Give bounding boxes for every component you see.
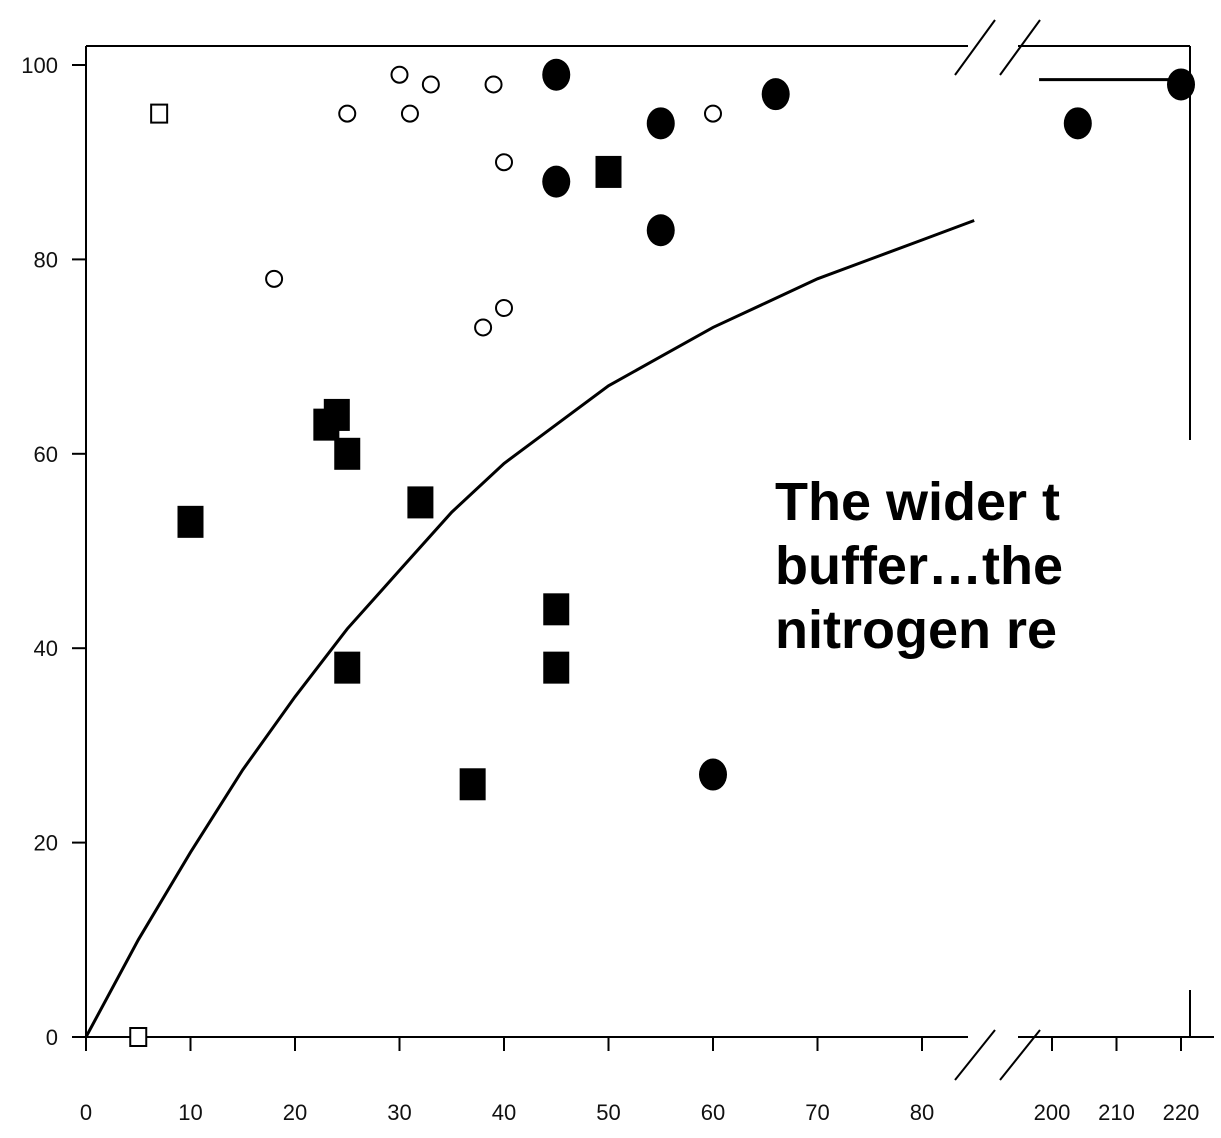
filled-square-point xyxy=(177,505,204,538)
x-tick-label: 70 xyxy=(805,1100,829,1125)
filled-square-point xyxy=(407,486,434,519)
y-tick-label: 80 xyxy=(34,247,58,272)
x-tick-label: 20 xyxy=(283,1100,307,1125)
fit-curve-segment1 xyxy=(84,219,975,1038)
filled-square-point xyxy=(543,593,570,626)
x-tick-label: 60 xyxy=(701,1100,725,1125)
filled-square-point xyxy=(323,398,350,431)
fit-curve xyxy=(84,78,1181,1038)
tick-labels: 0 20 40 60 80 100 0 10 20 30 40 50 60 70 80 200 210 220 xyxy=(21,53,1199,1125)
open-circle-point xyxy=(474,318,493,337)
filled-square-point xyxy=(334,651,361,684)
axis-break-slash xyxy=(954,1029,996,1081)
filled-square-point xyxy=(543,651,570,684)
axis-break-slash xyxy=(954,19,996,76)
open-circle-point xyxy=(421,75,440,94)
filled-square-point xyxy=(595,155,622,188)
filled-circle-point xyxy=(761,78,790,111)
x-tick-label: 200 xyxy=(1034,1100,1071,1125)
x-tick-label: 50 xyxy=(596,1100,620,1125)
y-tick-label: 40 xyxy=(34,636,58,661)
callout-text: The wider t buffer…the nitrogen re xyxy=(775,470,1063,662)
open-square-point xyxy=(150,103,169,124)
filled-circle-point xyxy=(542,58,571,91)
filled-circle-point xyxy=(646,214,675,247)
y-tick-label: 100 xyxy=(21,53,58,78)
axis-break-slash xyxy=(999,1029,1041,1081)
x-tick-label: 10 xyxy=(178,1100,202,1125)
filled-square-point xyxy=(459,768,486,801)
open-circle-point xyxy=(265,269,284,288)
axis-break-slash xyxy=(999,19,1041,76)
chart-axes xyxy=(72,19,1214,1081)
open-circle-point xyxy=(390,65,409,84)
data-points xyxy=(129,58,1195,1047)
open-circle-point xyxy=(495,299,513,317)
x-tick-label: 220 xyxy=(1163,1100,1200,1125)
y-tick-label: 20 xyxy=(34,831,58,856)
callout-line-1: The wider t xyxy=(775,472,1061,532)
filled-circle-point xyxy=(1063,107,1092,140)
x-tick-label: 30 xyxy=(387,1100,411,1125)
x-tick-label: 80 xyxy=(910,1100,934,1125)
filled-circle-point xyxy=(542,165,571,198)
open-circle-point xyxy=(704,104,722,123)
filled-circle-point xyxy=(646,107,675,140)
x-tick-label: 0 xyxy=(80,1100,92,1125)
open-circle-point xyxy=(400,104,419,123)
open-square-point xyxy=(129,1027,148,1047)
callout-line-2: buffer…the xyxy=(775,536,1063,596)
filled-square-point xyxy=(334,437,361,470)
x-tick-label: 40 xyxy=(492,1100,516,1125)
open-circle-point xyxy=(495,153,513,172)
y-tick-label: 0 xyxy=(46,1025,58,1050)
x-tick-label: 210 xyxy=(1098,1100,1135,1125)
filled-circle-point xyxy=(1167,68,1195,101)
callout-line-3: nitrogen re xyxy=(775,600,1058,660)
open-circle-point xyxy=(338,104,357,123)
filled-circle-point xyxy=(699,758,727,791)
y-tick-label: 60 xyxy=(34,442,58,467)
open-circle-point xyxy=(484,75,503,94)
